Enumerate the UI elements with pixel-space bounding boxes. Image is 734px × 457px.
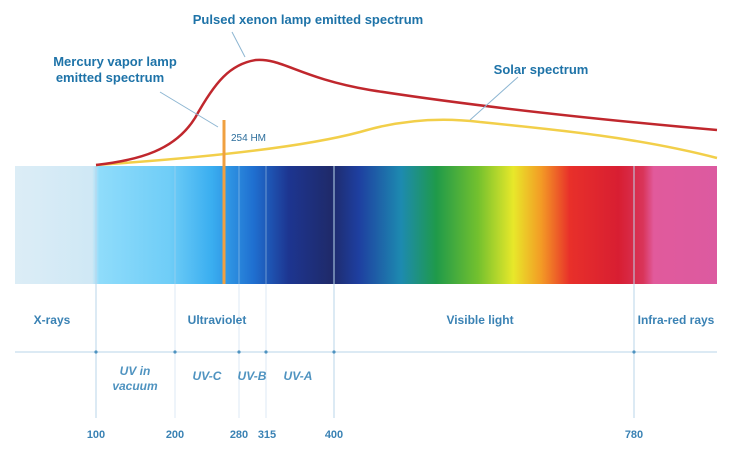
band-ultraviolet: Ultraviolet bbox=[188, 313, 247, 327]
subband-uva: UV-A bbox=[284, 369, 313, 383]
band-xrays: X-rays bbox=[34, 313, 71, 327]
xenon-spectrum-curve bbox=[95, 58, 718, 167]
tick-400: 400 bbox=[325, 429, 343, 441]
leader-lines bbox=[159, 31, 519, 128]
subband-uv-vacuum-line1: UV in bbox=[120, 364, 151, 378]
band-visible: Visible light bbox=[446, 313, 513, 327]
subband-uvb: UV-B bbox=[238, 369, 267, 383]
axis-markers bbox=[94, 350, 636, 354]
tick-780: 780 bbox=[625, 429, 643, 441]
tick-200: 200 bbox=[166, 429, 184, 441]
tick-280: 280 bbox=[230, 429, 248, 441]
solar-label: Solar spectrum bbox=[494, 62, 589, 77]
subband-uv-vacuum-line2: vacuum bbox=[112, 379, 158, 393]
solar-spectrum-curve bbox=[95, 118, 718, 167]
xenon-label: Pulsed xenon lamp emitted spectrum bbox=[193, 12, 423, 27]
spectrum-band bbox=[15, 166, 717, 284]
band-infrared: Infra-red rays bbox=[638, 313, 715, 327]
mercury-label-line2: emitted spectrum bbox=[56, 70, 164, 85]
band-dividers bbox=[95, 166, 635, 418]
mercury-peak-label: 254 HM bbox=[231, 133, 266, 144]
subband-uvc: UV-C bbox=[193, 369, 222, 383]
mercury-label-line1: Mercury vapor lamp bbox=[53, 54, 177, 69]
tick-315: 315 bbox=[258, 429, 276, 441]
tick-100: 100 bbox=[87, 429, 105, 441]
